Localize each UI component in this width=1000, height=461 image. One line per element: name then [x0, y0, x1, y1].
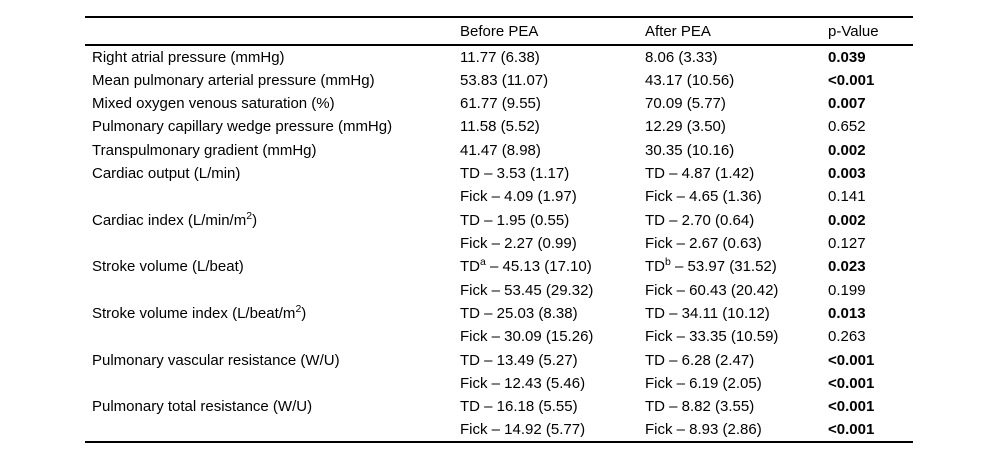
before-pea-cell: 41.47 (8.98) [460, 141, 541, 159]
after-pea-cell: 12.29 (3.50) [645, 118, 726, 136]
after-pea-cell: TD – 6.28 (2.47) [645, 351, 755, 369]
parameter-cell: Mixed oxygen venous saturation (%) [92, 94, 335, 112]
parameter-cell [85, 278, 460, 301]
p-value-cell: 0.039 [828, 48, 866, 66]
after-pea-cell: TD – 8.82 (3.55) [645, 398, 755, 416]
after-pea-cell: Fick – 33.35 (10.59) [645, 328, 779, 346]
p-value-cell: 0.141 [828, 188, 866, 206]
col-header-p-value: p-Value [828, 22, 879, 40]
parameter-cell [85, 325, 460, 348]
p-value-cell: 0.263 [828, 328, 866, 346]
after-pea-cell: TD – 2.70 (0.64) [645, 211, 755, 229]
before-pea-cell: TD – 25.03 (8.38) [460, 304, 578, 322]
parameter-cell: Cardiac output (L/min) [92, 164, 241, 182]
superscript: b [665, 256, 671, 269]
before-pea-cell: Fick – 30.09 (15.26) [460, 328, 594, 346]
col-header-after-pea: After PEA [645, 22, 711, 40]
after-pea-cell: 8.06 (3.33) [645, 48, 718, 66]
p-value-cell: 0.003 [828, 164, 866, 182]
parameter-cell [85, 419, 460, 442]
before-pea-cell: 11.58 (5.52) [460, 118, 540, 136]
parameter-cell: Pulmonary vascular resistance (W/U) [92, 351, 340, 369]
after-pea-cell: TD – 34.11 (10.12) [645, 304, 770, 322]
col-header-before-pea: Before PEA [460, 22, 539, 40]
table-row: Cardiac index (L/min/m2) TD – 1.95 (0.55)… [85, 208, 913, 231]
header-row: Before PEA After PEA p-Value [85, 17, 913, 45]
p-value-cell: 0.127 [828, 234, 866, 252]
after-pea-cell: Fick – 60.43 (20.42) [645, 281, 779, 299]
table-row: Stroke volume (L/beat) TDa – 45.13 (17.10… [85, 255, 913, 278]
after-pea-cell: Fick – 8.93 (2.86) [645, 421, 762, 439]
table-row: Pulmonary vascular resistance (W/U) TD – … [85, 348, 913, 371]
after-pea-cell: TDb – 53.97 (31.52) [645, 256, 777, 276]
table-row: Fick – 12.43 (5.46) Fick – 6.19 (2.05) <0.… [85, 372, 913, 395]
table-row: Transpulmonary gradient (mmHg) 41.47 (8.9… [85, 138, 913, 161]
parameter-cell: Right atrial pressure (mmHg) [92, 48, 285, 66]
after-pea-cell: 43.17 (10.56) [645, 71, 735, 89]
before-pea-cell: Fick – 4.09 (1.97) [460, 188, 577, 206]
hemodynamics-table: Before PEA After PEA p-Value Right atria… [85, 16, 913, 443]
parameter-cell: Transpulmonary gradient (mmHg) [92, 141, 317, 159]
before-pea-cell: Fick – 12.43 (5.46) [460, 374, 586, 392]
parameter-cell [85, 232, 460, 255]
table-row: Mean pulmonary arterial pressure (mmHg) 5… [85, 68, 913, 91]
before-pea-cell: TD – 13.49 (5.27) [460, 351, 578, 369]
p-value-cell: <0.001 [828, 398, 875, 416]
p-value-cell: 0.023 [828, 258, 866, 276]
parameter-cell: Cardiac index (L/min/m2) [92, 209, 258, 229]
after-pea-cell: Fick – 4.65 (1.36) [645, 188, 762, 206]
after-pea-cell: Fick – 6.19 (2.05) [645, 374, 762, 392]
col-header-parameter [85, 17, 460, 45]
before-pea-cell: Fick – 53.45 (29.32) [460, 281, 594, 299]
table-row: Mixed oxygen venous saturation (%) 61.77 … [85, 92, 913, 115]
table-row: Fick – 53.45 (29.32) Fick – 60.43 (20.42)… [85, 278, 913, 301]
table-row: Fick – 30.09 (15.26) Fick – 33.35 (10.59)… [85, 325, 913, 348]
before-pea-cell: TD – 16.18 (5.55) [460, 398, 578, 416]
before-pea-cell: TDa – 45.13 (17.10) [460, 256, 592, 276]
parameter-cell: Pulmonary total resistance (W/U) [92, 398, 313, 416]
after-pea-cell: 30.35 (10.16) [645, 141, 735, 159]
before-pea-cell: 53.83 (11.07) [460, 71, 549, 89]
before-pea-cell: 11.77 (6.38) [460, 48, 540, 66]
p-value-cell: 0.013 [828, 304, 866, 322]
p-value-cell: <0.001 [828, 351, 875, 369]
before-pea-cell: Fick – 14.92 (5.77) [460, 421, 586, 439]
after-pea-cell: Fick – 2.67 (0.63) [645, 234, 762, 252]
superscript: 2 [246, 209, 253, 222]
after-pea-cell: 70.09 (5.77) [645, 94, 726, 112]
before-pea-cell: TD – 3.53 (1.17) [460, 164, 570, 182]
parameter-cell [85, 185, 460, 208]
p-value-cell: 0.652 [828, 118, 866, 136]
p-value-cell: 0.002 [828, 211, 866, 229]
parameter-cell [85, 372, 460, 395]
superscript: 2 [295, 302, 302, 315]
superscript: a [480, 256, 486, 269]
table-row: Fick – 4.09 (1.97) Fick – 4.65 (1.36) 0.14… [85, 185, 913, 208]
parameter-cell: Stroke volume (L/beat) [92, 258, 244, 276]
before-pea-cell: 61.77 (9.55) [460, 94, 541, 112]
table-row: Pulmonary capillary wedge pressure (mmHg… [85, 115, 913, 138]
parameter-cell: Stroke volume index (L/beat/m2) [92, 302, 307, 322]
p-value-cell: 0.199 [828, 281, 866, 299]
table-row: Right atrial pressure (mmHg) 11.77 (6.38)… [85, 45, 913, 68]
p-value-cell: 0.002 [828, 141, 866, 159]
after-pea-cell: TD – 4.87 (1.42) [645, 164, 755, 182]
table-row: Fick – 2.27 (0.99) Fick – 2.67 (0.63) 0.12… [85, 232, 913, 255]
table-row: Pulmonary total resistance (W/U) TD – 16.… [85, 395, 913, 418]
parameter-cell: Pulmonary capillary wedge pressure (mmHg… [92, 118, 393, 136]
table-row: Fick – 14.92 (5.77) Fick – 8.93 (2.86) <0.… [85, 419, 913, 442]
p-value-cell: <0.001 [828, 374, 875, 392]
table-row: Stroke volume index (L/beat/m2) TD – 25.0… [85, 302, 913, 325]
p-value-cell: 0.007 [828, 94, 866, 112]
parameter-cell: Mean pulmonary arterial pressure (mmHg) [92, 71, 375, 89]
before-pea-cell: Fick – 2.27 (0.99) [460, 234, 577, 252]
p-value-cell: <0.001 [828, 421, 875, 439]
before-pea-cell: TD – 1.95 (0.55) [460, 211, 570, 229]
p-value-cell: <0.001 [828, 71, 875, 89]
table-row: Cardiac output (L/min) TD – 3.53 (1.17) TD… [85, 162, 913, 185]
